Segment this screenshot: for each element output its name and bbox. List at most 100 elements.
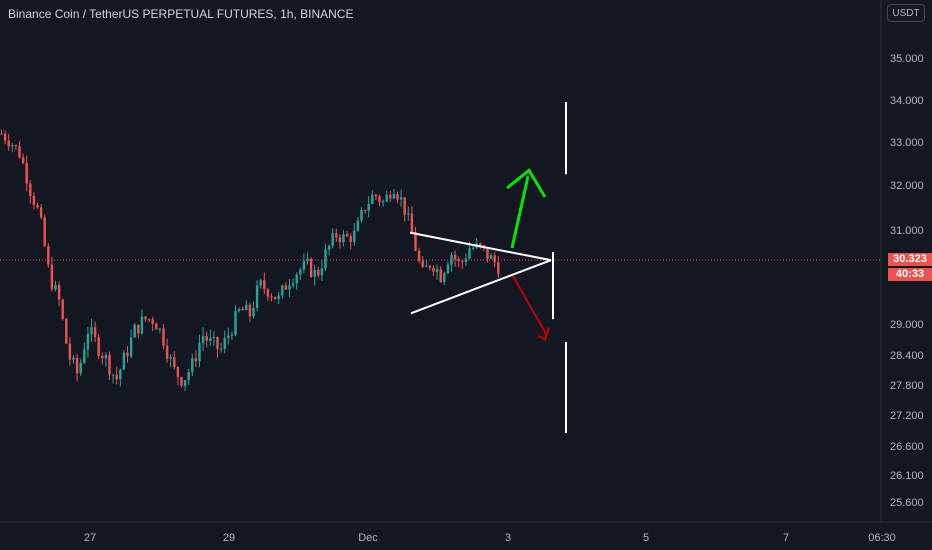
- candle-body: [263, 280, 266, 290]
- pattern-drawings: [409, 102, 567, 434]
- last-price-tag: 30.323: [888, 253, 932, 266]
- candle-body: [425, 265, 428, 267]
- candle-body: [158, 328, 162, 330]
- bullish-arrow-head: [506, 168, 547, 198]
- time-axis[interactable]: 27 29 Dec 3 5 7 06:30: [84, 532, 896, 544]
- candle-body: [108, 354, 111, 375]
- candle-body: [65, 318, 68, 344]
- y-tick-label: 32.000: [890, 180, 924, 192]
- bar-countdown-tag: 40:33: [888, 268, 932, 281]
- candle-body: [216, 337, 219, 349]
- candle-body: [421, 260, 424, 267]
- candle-body: [79, 362, 82, 374]
- candle-body: [173, 357, 176, 368]
- candle-body: [389, 194, 392, 199]
- candle-body: [147, 319, 151, 321]
- candle-body: [11, 145, 14, 147]
- candle-body: [54, 284, 57, 290]
- candle-body: [241, 309, 244, 311]
- y-tick-label: 27.800: [890, 380, 924, 392]
- candle-body: [83, 349, 86, 363]
- candle-body: [111, 374, 115, 376]
- candle-body: [61, 299, 64, 319]
- candle-body: [198, 342, 201, 362]
- candle-body: [432, 267, 435, 272]
- candle-body: [205, 336, 208, 341]
- candle-body: [219, 348, 223, 350]
- candle-body: [277, 295, 280, 300]
- candle-body: [371, 194, 374, 205]
- candle-body: [21, 157, 25, 163]
- candle-body: [115, 374, 118, 380]
- candle-body: [194, 358, 198, 362]
- candle-body: [119, 369, 122, 380]
- candle-body: [288, 285, 291, 290]
- candle-body: [302, 261, 306, 270]
- candle-body: [450, 254, 453, 265]
- x-tick-label: 3: [505, 532, 511, 544]
- candle-body: [471, 247, 475, 249]
- candle-body: [457, 259, 460, 261]
- candle-body: [331, 233, 334, 246]
- candle-body: [122, 352, 126, 370]
- candle-body: [353, 230, 356, 242]
- price-axis[interactable]: 35.000 34.000 33.000 32.000 31.000 29.000 28.4…: [890, 53, 924, 509]
- candle-body: [281, 285, 284, 296]
- candle-body: [97, 337, 100, 356]
- candle-body: [493, 255, 496, 263]
- candle-body: [191, 358, 194, 373]
- candle-body: [324, 249, 327, 269]
- candle-body: [72, 357, 75, 360]
- candle-body: [428, 265, 432, 268]
- candle-body: [68, 343, 72, 360]
- candle-body: [183, 380, 187, 386]
- candle-body: [284, 285, 288, 290]
- candle-body: [230, 334, 234, 336]
- candle-body: [90, 327, 93, 334]
- candle-body: [270, 296, 273, 298]
- candle-body: [399, 197, 403, 200]
- candle-body: [187, 372, 190, 381]
- candle-body: [201, 336, 205, 343]
- candle-body: [317, 269, 320, 276]
- y-tick-label: 27.200: [890, 410, 924, 422]
- candle-body: [50, 264, 54, 290]
- x-tick-label: Dec: [358, 532, 378, 544]
- bullish-arrow-shaft: [510, 176, 530, 249]
- chart-title: Binance Coin / TetherUS PERPETUAL FUTURE…: [8, 7, 354, 21]
- candle-body: [212, 337, 216, 339]
- candle-body: [486, 248, 489, 259]
- candle-body: [93, 327, 97, 338]
- candle-body: [453, 254, 457, 260]
- candle-body: [176, 367, 180, 378]
- y-tick-label: 28.400: [890, 350, 924, 362]
- candle-body: [32, 195, 36, 205]
- candle-body: [374, 194, 378, 197]
- candle-body: [356, 220, 360, 231]
- candle-body: [14, 145, 18, 147]
- candle-body: [169, 357, 172, 359]
- candle-body: [461, 260, 464, 263]
- candle-body: [162, 328, 165, 346]
- x-tick-label: 27: [84, 532, 96, 544]
- candle-body: [295, 274, 298, 284]
- candle-body: [234, 310, 237, 335]
- candle-body: [320, 268, 324, 276]
- candle-body: [360, 209, 363, 221]
- candle-body: [378, 196, 381, 203]
- y-tick-label: 33.000: [890, 137, 924, 149]
- candle-body: [273, 296, 277, 300]
- x-tick-label: 7: [783, 532, 789, 544]
- currency-unit-button[interactable]: USDT: [887, 4, 925, 22]
- candle-body: [403, 197, 406, 215]
- candlestick-series: [0, 129, 500, 392]
- candle-body: [345, 234, 349, 237]
- candle-body: [137, 324, 140, 334]
- candle-body: [151, 319, 154, 324]
- candle-body: [18, 146, 21, 158]
- candle-body: [410, 213, 414, 232]
- candle-body: [396, 194, 399, 200]
- candle-body: [101, 355, 104, 359]
